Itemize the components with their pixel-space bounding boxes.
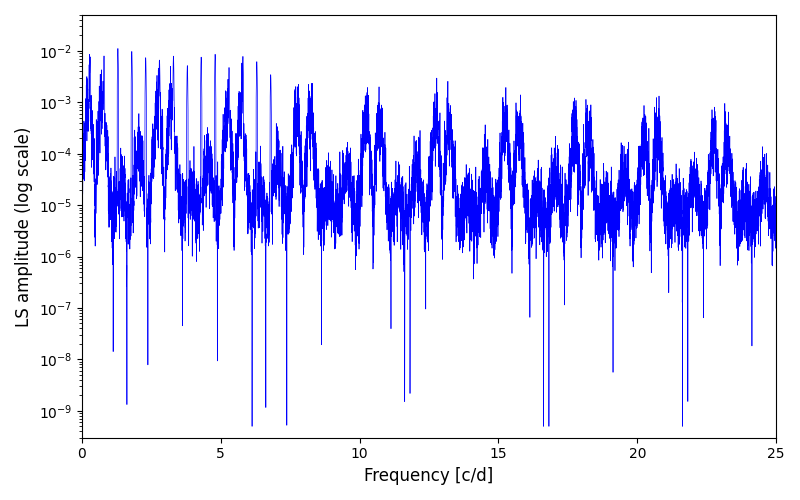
Y-axis label: LS amplitude (log scale): LS amplitude (log scale): [15, 126, 33, 326]
X-axis label: Frequency [c/d]: Frequency [c/d]: [364, 467, 494, 485]
